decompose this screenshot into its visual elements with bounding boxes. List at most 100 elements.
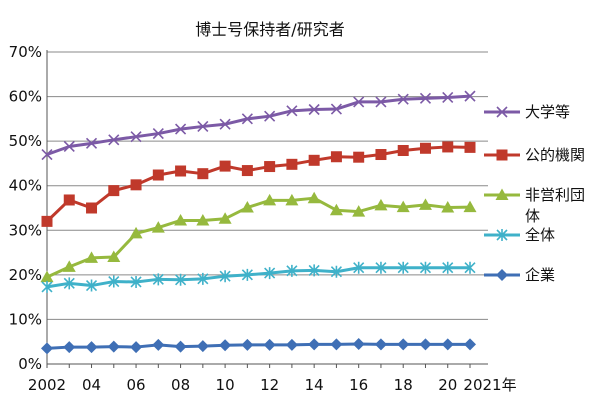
data-point (197, 272, 209, 285)
data-point (107, 340, 120, 353)
data-point (86, 202, 98, 214)
x-tick-label: 16 (349, 376, 368, 394)
data-point (352, 205, 366, 217)
y-tick-label: 0% (18, 355, 42, 373)
data-point (41, 342, 53, 355)
data-point (329, 203, 343, 216)
data-point (419, 338, 432, 351)
data-point (464, 338, 476, 351)
data-point (375, 149, 387, 161)
y-tick-label: 40% (9, 177, 42, 195)
data-point (130, 341, 143, 354)
data-point (463, 200, 477, 213)
data-point (375, 96, 387, 108)
y-tick-label: 70% (9, 43, 42, 61)
x-tick-label: 10 (216, 376, 235, 394)
data-point (175, 165, 187, 177)
data-point (129, 226, 143, 239)
data-point (285, 338, 298, 351)
data-point (308, 154, 320, 166)
data-point (397, 261, 409, 274)
y-tick-label: 50% (9, 132, 42, 150)
legend-label: 企業 (525, 266, 555, 284)
data-point (241, 338, 254, 351)
legend-marker (496, 229, 508, 241)
data-point (464, 261, 476, 274)
series-line (46, 94, 471, 156)
axes: 0% 10% 20% 30% 40% 50% 60% 70% 2002 04 06 08 10 12 14 1… (9, 43, 517, 394)
data-point (397, 338, 410, 351)
data-point (397, 145, 409, 157)
data-point (41, 280, 53, 293)
data-point (63, 140, 75, 153)
y-tick-label: 10% (9, 310, 42, 328)
legend-marker (496, 106, 508, 118)
data-point (62, 260, 76, 272)
data-point (197, 168, 209, 180)
data-point (219, 270, 231, 283)
data-point (263, 193, 277, 206)
data-point (396, 200, 410, 213)
legend-marker (496, 149, 508, 161)
data-point (85, 137, 98, 149)
legend-item: 公的機関 (484, 146, 585, 164)
data-point (464, 90, 476, 102)
data-point (418, 198, 432, 210)
data-point (40, 270, 54, 283)
data-point (286, 105, 298, 117)
y-tick-label: 60% (9, 88, 42, 106)
data-point (41, 148, 53, 161)
data-point (151, 221, 165, 233)
data-point (442, 91, 454, 104)
x-tick-label: 14 (305, 376, 324, 394)
data-point (442, 261, 454, 274)
data-point (352, 337, 365, 350)
legend-item: 全体 (484, 226, 555, 244)
x-tick-label: 06 (127, 376, 146, 394)
data-point (308, 103, 320, 116)
data-point (174, 340, 187, 353)
data-point (353, 151, 365, 163)
legend-label: 公的機関 (525, 146, 585, 164)
data-point (152, 273, 164, 286)
data-point (353, 96, 365, 108)
series-line (46, 196, 471, 279)
data-point (108, 275, 120, 288)
data-point (152, 338, 165, 351)
data-point (63, 277, 75, 290)
data-point (375, 261, 387, 274)
data-point (264, 161, 276, 173)
series-line (46, 266, 470, 289)
data-point (130, 275, 142, 288)
data-point (152, 128, 164, 140)
data-point (218, 212, 232, 224)
data-point (308, 264, 320, 277)
data-point (353, 261, 365, 274)
data-point (196, 340, 209, 353)
legend-label: 体 (525, 207, 540, 225)
x-tick-label: 04 (82, 376, 101, 394)
legend-label: 大学等 (525, 103, 570, 121)
x-tick-label: 12 (260, 376, 279, 394)
data-point (374, 198, 388, 211)
data-point (175, 273, 187, 286)
data-point (63, 341, 76, 354)
y-tick-label: 30% (9, 221, 42, 239)
data-point (85, 341, 98, 354)
legend-item: 企業 (484, 266, 555, 284)
data-point (330, 265, 342, 278)
data-point (419, 92, 432, 104)
data-point (286, 264, 298, 277)
data-point (308, 338, 321, 351)
data-point (219, 339, 232, 352)
data-point (107, 250, 121, 263)
data-point (285, 193, 299, 206)
series-lines (40, 90, 477, 355)
data-point (108, 134, 120, 146)
series-square (41, 141, 476, 227)
chart-title: 博士号保持者/研究者 (195, 20, 344, 39)
y-tick-label: 20% (9, 266, 42, 284)
data-point (419, 142, 431, 154)
